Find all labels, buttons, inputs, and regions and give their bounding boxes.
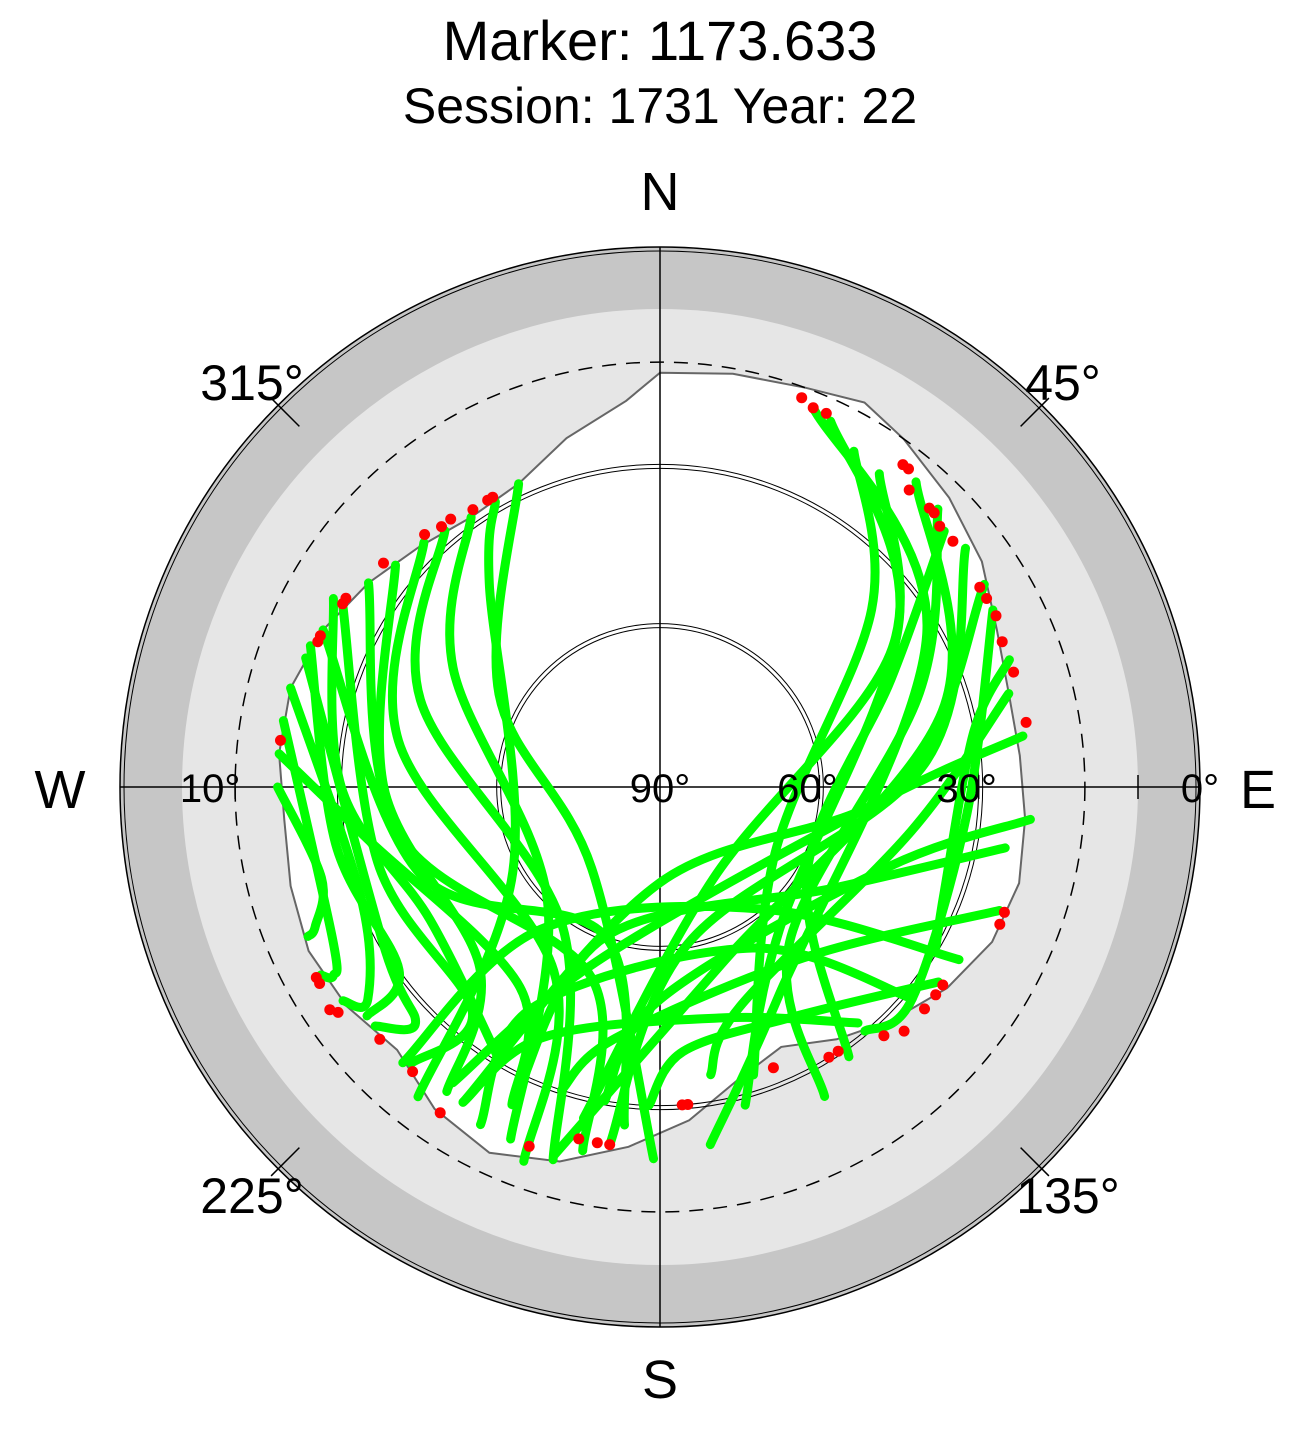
track-endpoint-42	[419, 529, 431, 540]
track-endpoint-11	[1008, 666, 1020, 678]
azimuth-label-225: 225°	[200, 1168, 303, 1224]
satellite-track-31	[274, 749, 534, 1110]
track-endpoint-25	[604, 1139, 616, 1151]
compass-north: N	[641, 162, 680, 222]
satellite-track-29	[286, 683, 375, 1012]
track-endpoint-5	[934, 520, 946, 532]
track-endpoint-20	[832, 1045, 844, 1057]
satellite-tracks	[273, 403, 1035, 1166]
satellite-track-33	[491, 479, 658, 1164]
azimuth-label-315: 315°	[200, 355, 303, 411]
track-endpoint-29	[434, 1107, 446, 1119]
elevation-label-10-west: 10°	[180, 767, 241, 811]
track-endpoint-4	[928, 507, 940, 519]
track-endpoint-24	[676, 1099, 688, 1111]
track-endpoint-36	[275, 734, 286, 746]
track-endpoint-40	[340, 592, 352, 604]
satellite-track-30	[278, 716, 342, 983]
track-endpoint-22	[767, 1062, 779, 1074]
satellite-track-21	[445, 512, 554, 1144]
compass-east: E	[1240, 760, 1276, 820]
satellite-track-9	[860, 605, 998, 1036]
track-endpoint-50	[820, 407, 832, 419]
track-endpoint-44	[445, 513, 457, 525]
satellite-track-19	[458, 1012, 863, 1107]
track-endpoint-9	[990, 610, 1002, 622]
azimuth-tick-315	[270, 397, 300, 427]
satellite-track-16	[398, 901, 964, 1068]
track-endpoint-48	[796, 392, 808, 404]
track-endpoint-21	[823, 1051, 835, 1063]
track-endpoint-41	[378, 557, 389, 569]
satellite-track-15	[557, 906, 1004, 1095]
track-endpoint-19	[878, 1030, 890, 1042]
satellite-track-32	[273, 782, 328, 941]
chart-subtitle: Session: 1731 Year: 22	[403, 78, 917, 134]
track-endpoint-15	[937, 979, 949, 991]
track-endpoint-38	[314, 630, 326, 642]
track-endpoint-49	[807, 402, 819, 414]
satellite-track-2	[749, 446, 880, 1080]
track-endpoint-1	[903, 463, 914, 475]
elevation-label-60: 60°	[777, 767, 838, 811]
track-endpoint-43	[436, 521, 447, 533]
track-endpoint-32	[332, 1006, 344, 1018]
track-endpoint-31	[374, 1033, 386, 1045]
track-endpoint-18	[898, 1025, 910, 1037]
track-endpoint-6	[947, 535, 959, 547]
azimuth-label-135: 135°	[1016, 1168, 1119, 1224]
satellite-track-26	[338, 599, 477, 1068]
compass-south: S	[642, 1350, 678, 1410]
elevation-label-0: 0°	[1181, 767, 1219, 811]
track-endpoint-45	[467, 504, 479, 516]
satellite-track-17	[644, 977, 943, 1110]
satellite-track-7	[605, 543, 970, 1150]
azimuth-tick-45	[1020, 397, 1050, 427]
track-endpoint-12	[1020, 716, 1032, 728]
track-endpoint-33	[324, 1004, 336, 1016]
track-endpoint-27	[573, 1133, 585, 1145]
axis-labels: 45° 135° 225° 315° 90° 60° 30° 0° 10°	[180, 355, 1219, 1224]
satellite-track-3	[579, 469, 905, 1123]
azimuth-tick-225	[270, 1147, 300, 1177]
satellite-track-23	[387, 538, 564, 1166]
satellite-track-28	[301, 653, 421, 1035]
compass-west: W	[35, 760, 86, 820]
track-endpoint-28	[523, 1140, 535, 1152]
azimuth-label-45: 45°	[1025, 355, 1101, 411]
satellite-track-6	[801, 526, 949, 1062]
track-endpoint-2	[903, 484, 915, 496]
track-endpoint-30	[407, 1066, 419, 1078]
chart-title: Marker: 1173.633	[443, 9, 878, 72]
azimuth-tick-135	[1020, 1147, 1050, 1177]
track-endpoint-8	[981, 593, 993, 604]
track-endpoint-26	[591, 1137, 603, 1149]
elevation-label-90: 90°	[630, 767, 691, 811]
track-endpoint-13	[998, 906, 1010, 918]
track-endpoint-17	[919, 1003, 930, 1015]
elevation-label-30: 30°	[936, 767, 997, 811]
track-endpoint-16	[930, 989, 942, 1001]
track-endpoint-35	[310, 972, 322, 983]
track-endpoint-10	[996, 636, 1008, 648]
track-endpoint-14	[994, 918, 1006, 930]
satellite-track-22	[410, 526, 576, 1165]
satellite-track-35	[305, 641, 404, 1021]
track-endpoint-7	[974, 581, 986, 593]
satellite-track-20	[413, 497, 520, 1102]
satellite-track-34	[327, 594, 506, 1068]
track-endpoints	[275, 392, 1032, 1152]
track-endpoint-47	[487, 491, 499, 503]
